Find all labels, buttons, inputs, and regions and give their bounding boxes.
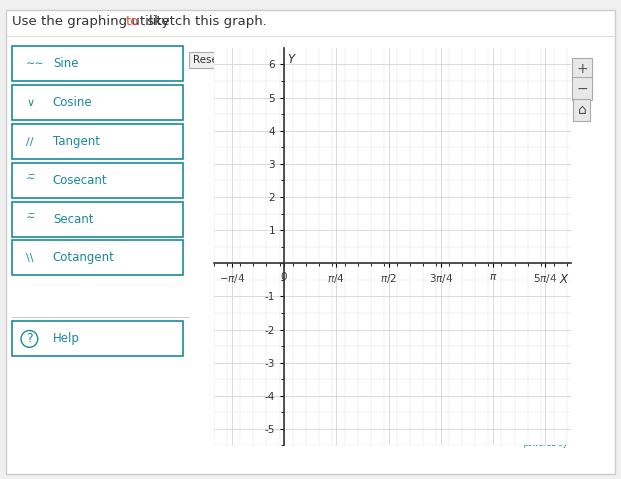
Text: Cosine: Cosine [53, 96, 93, 109]
Text: ?: ? [26, 332, 33, 345]
FancyBboxPatch shape [12, 240, 183, 275]
FancyBboxPatch shape [12, 46, 183, 81]
Text: Use the graphing utility: Use the graphing utility [12, 15, 174, 28]
Text: Secant: Secant [53, 213, 93, 226]
Text: ⌂: ⌂ [578, 103, 586, 117]
Text: −: − [576, 81, 587, 96]
Text: Cosecant: Cosecant [53, 174, 107, 187]
Text: Reset: Reset [193, 55, 222, 65]
FancyBboxPatch shape [12, 321, 183, 356]
Text: Sine: Sine [53, 57, 78, 70]
Text: ∼̅: ∼̅ [26, 214, 35, 224]
Text: powered by: powered by [524, 439, 568, 447]
Text: ∼∼: ∼∼ [26, 59, 45, 69]
Text: X: X [560, 273, 568, 286]
Text: \\: \\ [26, 253, 34, 263]
Text: +: + [576, 62, 587, 77]
FancyBboxPatch shape [12, 202, 183, 237]
FancyBboxPatch shape [12, 124, 183, 159]
Text: sketch this graph.: sketch this graph. [143, 15, 267, 28]
Text: Tangent: Tangent [53, 135, 100, 148]
Text: ∼̅: ∼̅ [26, 175, 35, 185]
Text: Y: Y [288, 53, 294, 66]
Text: Help: Help [53, 332, 79, 345]
Text: Cotangent: Cotangent [53, 251, 115, 264]
FancyBboxPatch shape [12, 85, 183, 120]
FancyBboxPatch shape [6, 10, 615, 474]
Text: to: to [126, 15, 140, 28]
Text: Select item to add to graph: Select item to add to graph [19, 48, 162, 57]
FancyBboxPatch shape [12, 163, 183, 198]
Text: ∨: ∨ [26, 98, 34, 108]
Text: //: // [26, 137, 34, 147]
